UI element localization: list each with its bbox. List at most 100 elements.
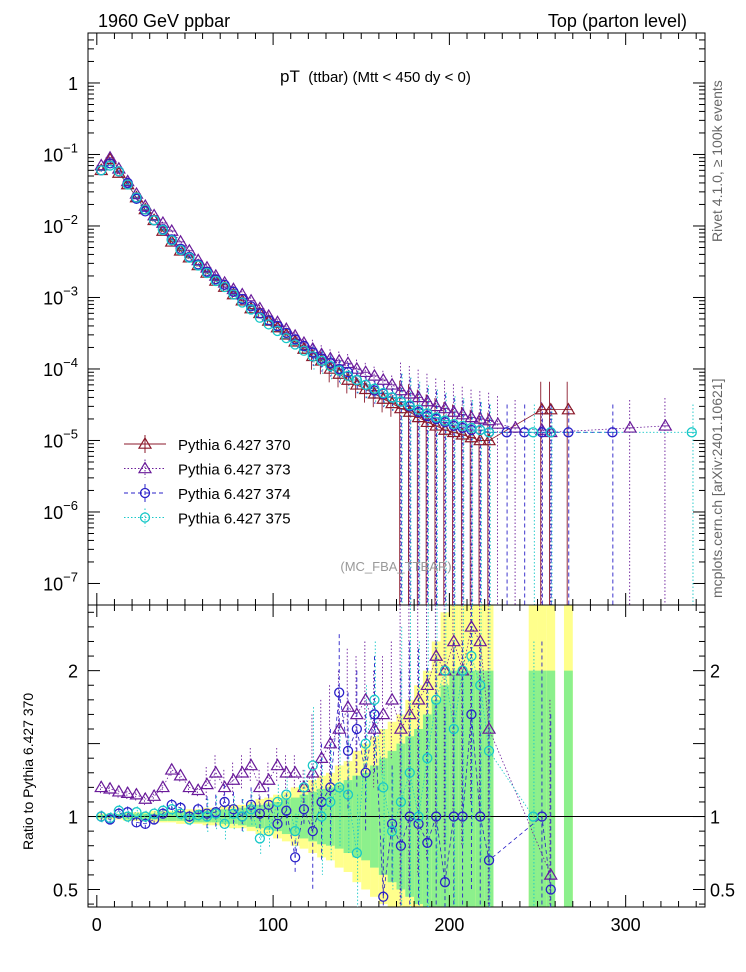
main-data-point <box>245 301 257 312</box>
main-series-line <box>100 158 569 441</box>
ratio-data-point <box>155 780 170 793</box>
main-data-point <box>237 293 248 305</box>
main-data-point <box>473 411 488 424</box>
ratio-data-point <box>386 825 398 837</box>
ratio-data-point <box>272 818 283 829</box>
main-data-point <box>272 325 283 337</box>
x-tick-label: 200 <box>434 915 464 935</box>
ratio-data-point <box>166 799 177 811</box>
ratio-data-point <box>369 694 380 705</box>
main-data-point <box>325 360 336 372</box>
main-data-point <box>527 427 539 438</box>
rivet-version-label: Rivet 4.1.0, ≥ 100k events <box>709 80 725 242</box>
ratio-data-point <box>466 650 477 662</box>
ratio-data-point <box>386 818 398 829</box>
ratio-data-point <box>184 814 195 825</box>
main-data-point <box>351 374 362 386</box>
y-tick-label: 10−4 <box>43 355 78 380</box>
ratio-data-point <box>254 808 266 819</box>
main-data-point <box>296 341 311 354</box>
x-tick-label: 300 <box>611 915 641 935</box>
ratio-data-point <box>94 780 109 793</box>
y-tick-label: 10−2 <box>43 212 78 237</box>
main-data-point <box>316 355 327 366</box>
ratio-data-point <box>483 745 495 757</box>
main-data-point <box>111 165 126 178</box>
ratio-data-point <box>325 796 336 808</box>
x-tick-label: 0 <box>92 915 102 935</box>
ratio-data-point <box>199 777 215 790</box>
ratio-data-point <box>483 855 495 866</box>
ratio-data-point <box>102 781 118 794</box>
y-tick-label-base: 10 <box>43 431 63 451</box>
ratio-data-point <box>360 767 371 778</box>
ratio-data-point <box>235 765 250 778</box>
main-data-point <box>455 407 470 420</box>
main-data-point <box>395 396 407 407</box>
ratio-data-point <box>201 811 213 822</box>
ratio-data-point <box>429 648 444 661</box>
ratio-panel: 0.5 0.5 1 1 2 2 0 100 200 300 Ratio to Pythia 6.… <box>20 604 735 935</box>
y-tick-label: 10−6 <box>43 498 78 523</box>
main-data-point <box>420 394 435 407</box>
main-data-point <box>298 345 310 356</box>
ratio-data-point <box>367 721 382 734</box>
ratio-data-point <box>395 840 407 851</box>
ratio-data-point <box>219 818 230 829</box>
ratio-axis-ticks <box>88 605 705 907</box>
main-data-point <box>244 301 259 314</box>
ratio-data-point <box>111 784 126 797</box>
ratio-data-point <box>422 837 433 848</box>
ratio-data-point <box>140 811 151 822</box>
main-data-point <box>686 427 697 438</box>
ratio-data-point <box>393 721 408 734</box>
ratio-data-point <box>219 796 230 808</box>
main-data-point <box>437 401 453 414</box>
ratio-data-point <box>138 791 153 804</box>
ratio-data-point <box>342 745 354 757</box>
main-data-point <box>437 422 453 435</box>
main-data-point <box>422 408 433 419</box>
main-data-point <box>314 347 329 360</box>
ratio-data-point <box>482 721 497 734</box>
main-axis-ticks <box>88 32 705 605</box>
main-data-point <box>228 289 239 300</box>
ratio-data-point <box>457 665 468 676</box>
ratio-data-point <box>369 709 380 720</box>
ratio-data-point <box>228 808 239 819</box>
main-data-point <box>378 387 389 399</box>
ratio-y-tick-label: 0.5 <box>53 880 78 900</box>
main-data-point <box>164 234 179 247</box>
main-data-point <box>490 416 505 429</box>
main-data-point <box>623 420 638 433</box>
ratio-data-point <box>323 736 338 749</box>
ratio-data-point <box>193 804 204 815</box>
ratio-y-tick-label: 2 <box>68 662 78 682</box>
ratio-data-point <box>404 767 415 778</box>
ratio-data-point <box>252 780 267 793</box>
legend-marker <box>137 436 153 449</box>
ratio-data-point <box>226 772 241 785</box>
main-data-point <box>155 215 170 228</box>
main-data-point <box>307 351 318 362</box>
main-data-point <box>104 160 116 171</box>
y-tick-label-exponent: −4 <box>63 355 78 370</box>
main-data-point <box>464 430 479 443</box>
ratio-data-point <box>245 799 257 811</box>
ratio-data-point <box>164 762 179 775</box>
main-data-point <box>482 433 497 446</box>
ratio-data-point <box>342 789 354 800</box>
ratio-data-point <box>237 811 248 822</box>
main-data-point <box>94 158 109 171</box>
ratio-data-point <box>288 765 303 778</box>
plot-title: pT (ttbar) (Mtt < 450 dy < 0) <box>280 67 471 86</box>
plot-title-rest: (ttbar) (Mtt < 450 dy < 0) <box>308 69 471 86</box>
main-data-point <box>281 332 292 344</box>
main-data-point <box>404 400 415 411</box>
main-data-point <box>420 415 435 428</box>
y-tick-label-base: 10 <box>43 145 63 165</box>
main-data-point <box>305 341 320 354</box>
ratio-data-point <box>527 811 539 822</box>
ratio-data-point <box>279 765 294 778</box>
